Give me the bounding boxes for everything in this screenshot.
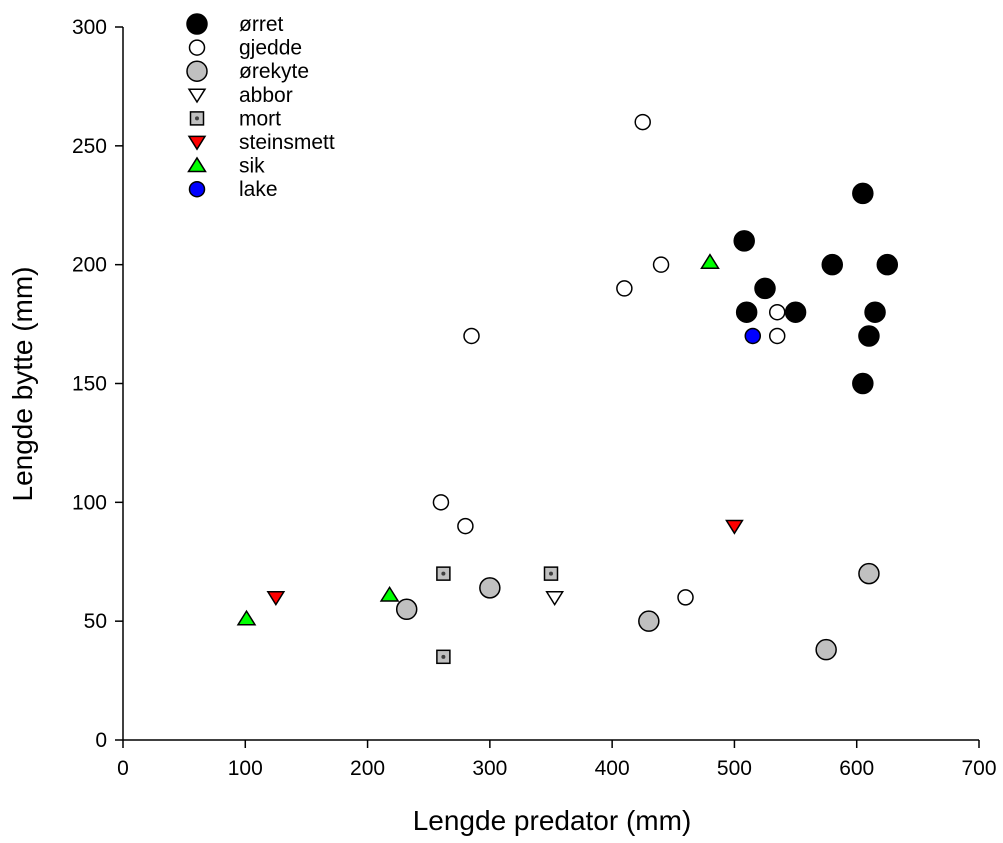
data-point xyxy=(821,253,844,276)
data-points xyxy=(236,113,899,665)
data-point xyxy=(858,562,880,585)
x-axis-title: Lengde predator (mm) xyxy=(413,805,692,836)
data-point xyxy=(700,253,720,269)
legend: ørretgjeddeørekyteabbormortsteinsmettsik… xyxy=(186,13,335,201)
x-tick-label: 100 xyxy=(228,757,263,780)
data-point xyxy=(784,301,807,323)
data-point xyxy=(379,585,400,602)
data-point xyxy=(432,494,450,511)
data-point xyxy=(852,182,874,205)
y-tick-label: 0 xyxy=(95,729,107,752)
square-marker-dot xyxy=(195,116,199,121)
square-marker-dot xyxy=(441,571,446,576)
data-point xyxy=(735,301,758,323)
data-point xyxy=(634,113,651,131)
data-point xyxy=(652,256,670,273)
data-point xyxy=(744,327,762,345)
square-marker-dot xyxy=(549,571,553,576)
x-tick-label: 700 xyxy=(961,757,996,780)
data-point xyxy=(266,591,286,607)
legend-label: steinsmett xyxy=(239,131,335,154)
legend-marker xyxy=(188,39,206,56)
axes: 0 100 200 300 400 500 600 700 0 50 100 150 200 250 300 xyxy=(72,16,997,780)
data-point xyxy=(852,372,874,395)
x-tick-label: 0 xyxy=(117,757,129,780)
data-point xyxy=(436,566,451,581)
x-tick-label: 200 xyxy=(350,757,385,780)
legend-marker xyxy=(187,135,207,151)
data-point xyxy=(638,610,660,632)
data-point xyxy=(545,591,565,607)
data-point xyxy=(876,253,899,276)
data-point xyxy=(436,649,451,665)
legend-label: gjedde xyxy=(239,37,302,60)
y-tick-label: 300 xyxy=(72,16,107,39)
data-point xyxy=(395,598,418,621)
y-tick-label: 50 xyxy=(84,610,107,633)
legend-marker xyxy=(186,13,208,35)
data-point xyxy=(616,280,633,297)
legend-label: mort xyxy=(239,107,281,130)
data-point xyxy=(677,589,694,606)
data-point xyxy=(725,519,744,535)
legend-label: abbor xyxy=(239,84,293,107)
data-point xyxy=(479,577,501,599)
legend-label: sik xyxy=(239,155,265,178)
y-tick-label: 100 xyxy=(72,491,107,514)
data-point xyxy=(864,301,886,323)
x-tick-label: 500 xyxy=(717,757,752,780)
legend-marker xyxy=(186,60,208,82)
data-point xyxy=(815,638,837,661)
x-tick-label: 300 xyxy=(472,757,507,780)
legend-marker xyxy=(187,88,207,104)
data-point xyxy=(457,517,474,535)
legend-marker xyxy=(188,180,206,198)
y-tick-label: 200 xyxy=(72,254,107,277)
x-tick-label: 400 xyxy=(595,757,630,780)
data-point xyxy=(768,303,786,321)
data-point xyxy=(463,327,480,345)
data-point xyxy=(768,327,786,345)
data-point xyxy=(858,325,880,347)
data-point xyxy=(754,277,776,300)
data-point xyxy=(236,609,257,626)
legend-marker xyxy=(189,111,205,126)
data-point xyxy=(733,230,755,252)
y-axis-title: Lengde bytte (mm) xyxy=(7,267,38,502)
square-marker-dot xyxy=(441,654,446,659)
legend-label: ørekyte xyxy=(239,60,309,83)
y-tick-label: 250 xyxy=(72,135,107,158)
y-tick-label: 150 xyxy=(72,373,107,396)
legend-label: ørret xyxy=(239,13,283,36)
x-tick-label: 600 xyxy=(839,757,874,780)
legend-label: lake xyxy=(239,178,278,201)
legend-marker xyxy=(187,156,207,173)
data-point xyxy=(543,566,559,581)
